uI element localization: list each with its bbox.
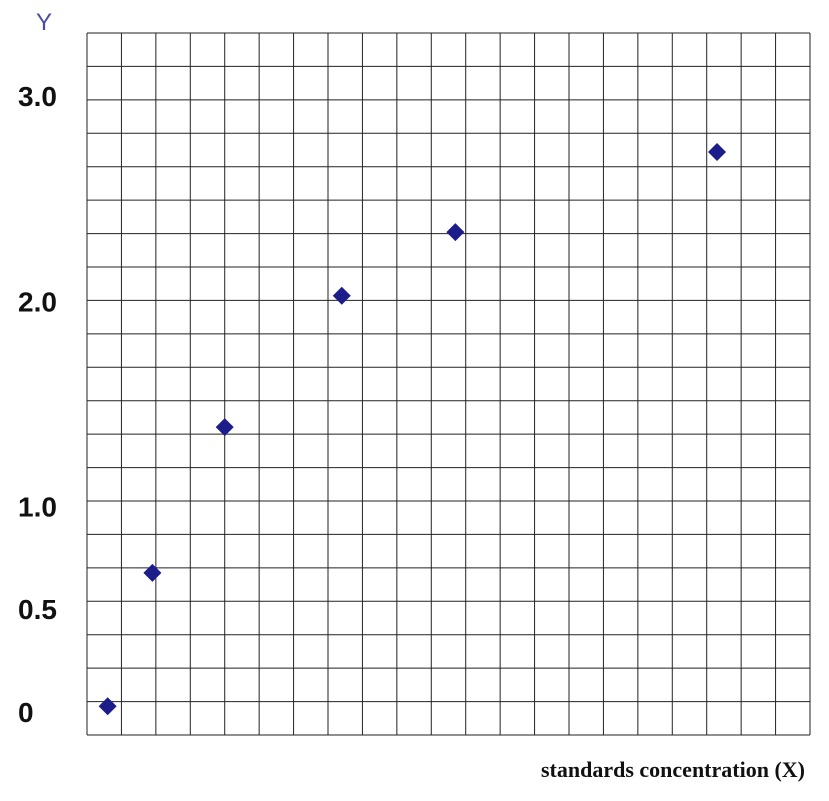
x-axis-label: standards concentration (X) xyxy=(541,757,805,782)
y-tick-label: 1.0 xyxy=(18,492,57,523)
point xyxy=(143,563,162,582)
y-tick-label: 0 xyxy=(18,697,34,728)
y-tick-label: 3.0 xyxy=(18,81,57,112)
y-tick-label: 0.5 xyxy=(18,594,57,625)
y-axis-label: Y xyxy=(36,9,52,36)
point xyxy=(98,697,117,716)
y-tick-label: 2.0 xyxy=(18,286,57,317)
grid xyxy=(86,32,811,736)
point xyxy=(332,286,351,305)
point xyxy=(215,418,234,437)
point xyxy=(708,143,727,162)
point xyxy=(446,223,465,242)
